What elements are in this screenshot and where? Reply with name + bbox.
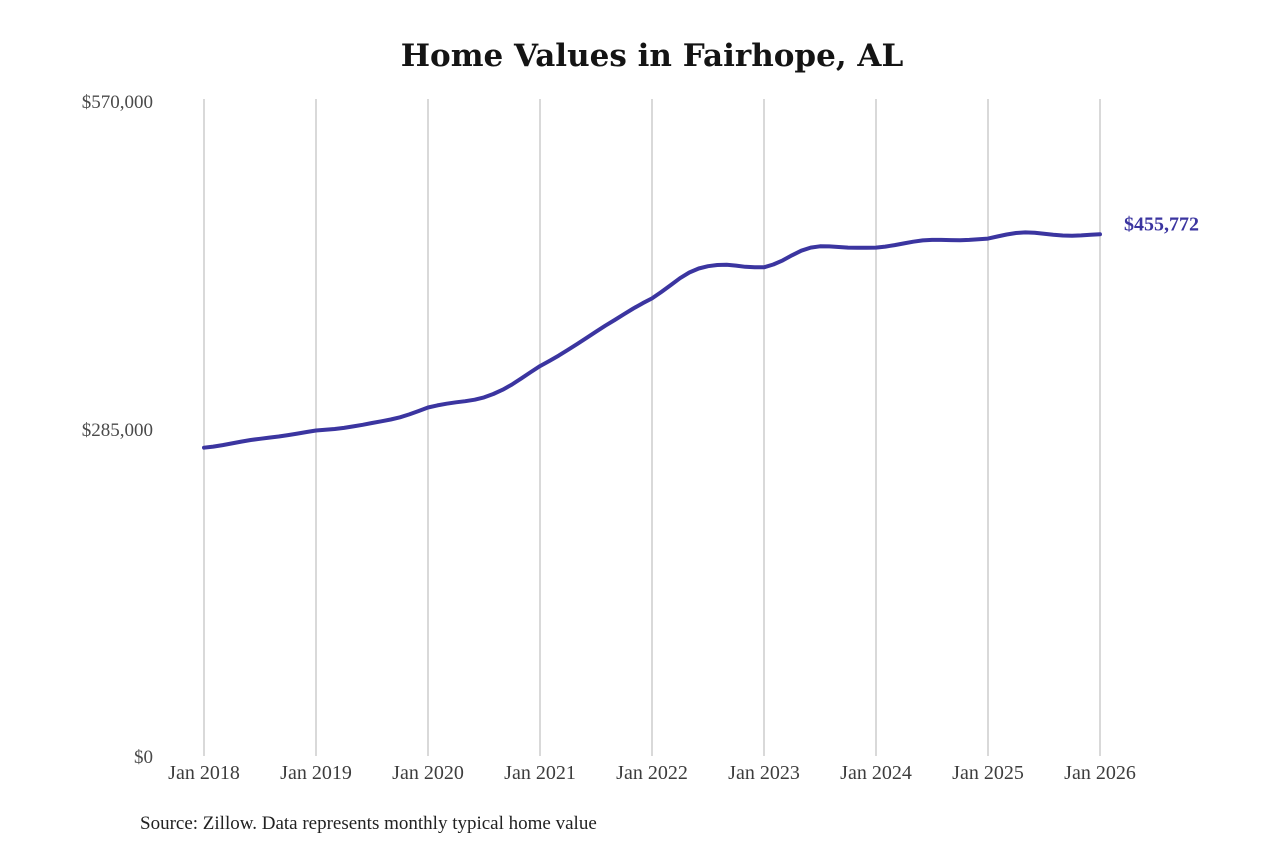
x-tick-label: Jan 2020 bbox=[392, 762, 464, 784]
x-tick-label: Jan 2021 bbox=[504, 762, 576, 784]
x-tick-label: Jan 2022 bbox=[616, 762, 688, 784]
x-tick-label: Jan 2023 bbox=[728, 762, 800, 784]
x-tick-label: Jan 2019 bbox=[280, 762, 352, 784]
home-value-line bbox=[202, 230, 1102, 450]
y-tick-label: $285,000 bbox=[81, 419, 153, 441]
x-tick-label: Jan 2018 bbox=[168, 762, 240, 784]
latest-value-label: $455,772 bbox=[1124, 213, 1199, 236]
x-tick-label: Jan 2024 bbox=[840, 762, 912, 784]
x-tick-label: Jan 2025 bbox=[952, 762, 1024, 784]
y-tick-label: $570,000 bbox=[81, 92, 153, 113]
source-note: Source: Zillow. Data represents monthly … bbox=[140, 813, 597, 834]
chart-title: Home Values in Fairhope, AL bbox=[400, 38, 904, 74]
y-tick-label: $0 bbox=[134, 747, 153, 768]
x-tick-label: Jan 2026 bbox=[1064, 762, 1136, 784]
